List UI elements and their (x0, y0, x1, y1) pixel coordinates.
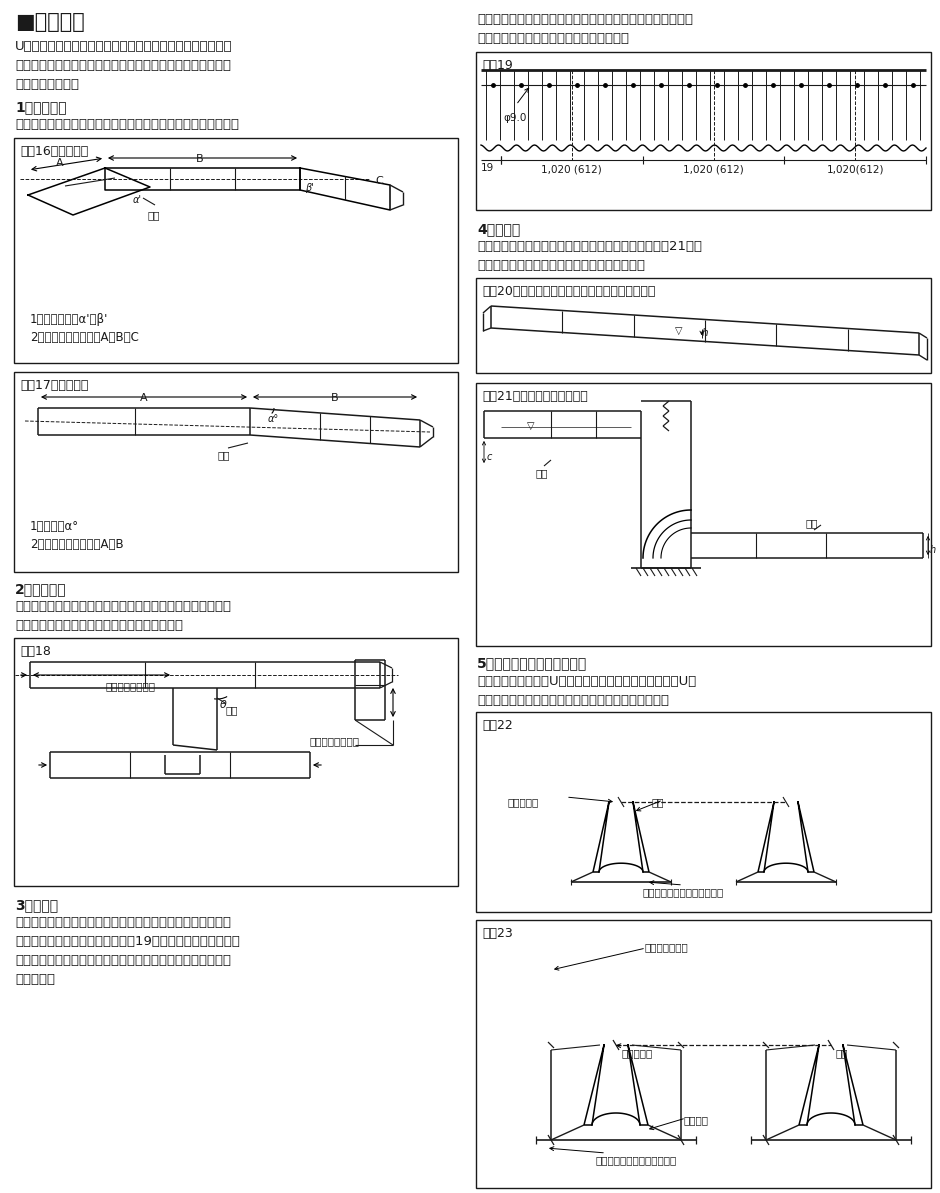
Text: サイドアングル: サイドアングル (644, 942, 688, 952)
Text: うな落差工を設けることにより解決出来ます。: うな落差工を設けることにより解決出来ます。 (477, 259, 645, 272)
Text: B: B (331, 392, 338, 403)
Text: h: h (701, 328, 708, 338)
Text: 急こう配で水深が浅く、取水に困難な場合には、図－21のよ: 急こう配で水深が浅く、取水に困難な場合には、図－21のよ (477, 240, 702, 253)
Text: 図－21　落差工を用いた場合: 図－21 落差工を用いた場合 (482, 390, 588, 403)
Text: 溶接: 溶接 (148, 210, 161, 220)
Bar (14, 638, 458, 886)
Text: A: A (56, 157, 64, 168)
Bar (14, 138, 458, 363)
Text: c: c (487, 452, 493, 462)
Text: フリュームの底部または側部に羽根板を取付けます。: フリュームの底部または側部に羽根板を取付けます。 (477, 694, 669, 707)
Text: らの距離、高さおよび角度をご指示ください。: らの距離、高さおよび角度をご指示ください。 (15, 619, 183, 632)
Text: φ9.0: φ9.0 (503, 113, 526, 123)
Bar (476, 712, 931, 911)
Text: 1）角度　α°: 1）角度 α° (30, 520, 79, 533)
Text: 本体: 本体 (836, 1047, 849, 1058)
Text: 工、枝管加工、集水孔、落差工等の特殊加工を行いますので: 工、枝管加工、集水孔、落差工等の特殊加工を行いますので (15, 58, 231, 72)
Text: いたします。孔明け位置はフリューム内側より見て山に孔を: いたします。孔明け位置はフリューム内側より見て山に孔を (15, 954, 231, 968)
Text: α°: α° (268, 414, 279, 424)
Text: タイロッド: タイロッド (621, 1047, 652, 1058)
Text: 図－20　落差工を用いない急こう配のフリューム: 図－20 落差工を用いない急こう配のフリューム (482, 285, 655, 298)
Text: に砂利等により裏込めを行ってください。: に砂利等により裏込めを行ってください。 (477, 32, 629, 45)
Text: 浮上り防止のためにU字フリュームの質量を増すべく、U字: 浮上り防止のためにU字フリュームの質量を増すべく、U字 (477, 675, 697, 688)
Text: 有孔セクションを使用する場合には、孔の目詰り防止のため: 有孔セクションを使用する場合には、孔の目詰り防止のため (477, 13, 693, 26)
Bar (476, 278, 931, 373)
Text: A: A (140, 392, 148, 403)
Bar (476, 383, 931, 645)
Text: B: B (196, 154, 204, 163)
Text: U字フリュームの用途、使用場所等の条件に応じて、角度加: U字フリュームの用途、使用場所等の条件に応じて、角度加 (15, 41, 232, 52)
Bar (476, 52, 931, 210)
Text: 本体: 本体 (651, 797, 664, 806)
Bar (14, 372, 458, 571)
Text: ご相談ください。: ご相談ください。 (15, 78, 79, 91)
Text: タイロッド: タイロッド (508, 797, 540, 806)
Text: 1,020 (612): 1,020 (612) (541, 165, 603, 175)
Text: α': α' (133, 194, 142, 205)
Text: 2）フリューム長さ　A、B: 2）フリューム長さ A、B (30, 538, 124, 551)
Text: 5）浮上り防止用羽根板取付: 5）浮上り防止用羽根板取付 (477, 656, 588, 670)
Text: 図－17　縦断角度: 図－17 縦断角度 (20, 379, 88, 392)
Text: 2）フリューム長さ　A、B、C: 2）フリューム長さ A、B、C (30, 330, 139, 344)
Text: 2）枝管加工: 2）枝管加工 (15, 582, 67, 596)
Bar (476, 920, 931, 1188)
Text: θ: θ (220, 700, 227, 710)
Text: 水路の合流点、分岐点に使用する枝管の加工には、基準点か: 水路の合流点、分岐点に使用する枝管の加工には、基準点か (15, 600, 231, 613)
Text: 羽根板（コルゲートシート）: 羽根板（コルゲートシート） (596, 1155, 677, 1166)
Text: 図－18: 図－18 (20, 645, 51, 659)
Text: 溶接: 溶接 (536, 468, 549, 478)
Text: 側壁からの集水が必要な場合の集水管としてもご使用にな: 側壁からの集水が必要な場合の集水管としてもご使用にな (15, 916, 231, 929)
Text: 3）集水孔: 3）集水孔 (15, 898, 58, 911)
Text: 溶接: 溶接 (225, 705, 238, 715)
Text: β': β' (305, 183, 314, 193)
Text: 図－16　平面角度: 図－16 平面角度 (20, 146, 88, 157)
Text: 羽根板（コルゲートシート）: 羽根板（コルゲートシート） (642, 888, 724, 897)
Text: 基準点からの高さ: 基準点からの高さ (310, 736, 360, 746)
Text: 図－19: 図－19 (482, 58, 512, 72)
Text: ▽: ▽ (527, 421, 535, 431)
Text: 1,020(612): 1,020(612) (826, 165, 884, 175)
Text: ■特殊加工: ■特殊加工 (15, 12, 85, 32)
Text: 1,020 (612): 1,020 (612) (683, 165, 744, 175)
Text: 角度加工を行う場合には、特に下記の点をご指示ねがいます。: 角度加工を行う場合には、特に下記の点をご指示ねがいます。 (15, 118, 239, 131)
Text: アングル: アングル (683, 1115, 709, 1125)
Text: 19: 19 (481, 163, 494, 173)
Text: 1）　角度　　α'、β': 1） 角度 α'、β' (30, 313, 108, 326)
Text: あけます。: あけます。 (15, 973, 55, 985)
Text: 溶接: 溶接 (218, 450, 230, 460)
Text: 溶接: 溶接 (806, 518, 819, 528)
Text: 図－23: 図－23 (482, 927, 512, 940)
Text: C: C (375, 177, 383, 186)
Text: h: h (930, 545, 936, 555)
Text: 基準点からの距離: 基準点からの距離 (105, 681, 155, 691)
Text: 図－22: 図－22 (482, 719, 512, 733)
Text: 4）落差工: 4）落差工 (477, 222, 520, 236)
Text: ▽: ▽ (675, 326, 682, 336)
Text: れます。この場合、孔明けは図－19のような方法で工場加工: れます。この場合、孔明けは図－19のような方法で工場加工 (15, 935, 240, 948)
Text: 1）角度加工: 1）角度加工 (15, 100, 67, 115)
